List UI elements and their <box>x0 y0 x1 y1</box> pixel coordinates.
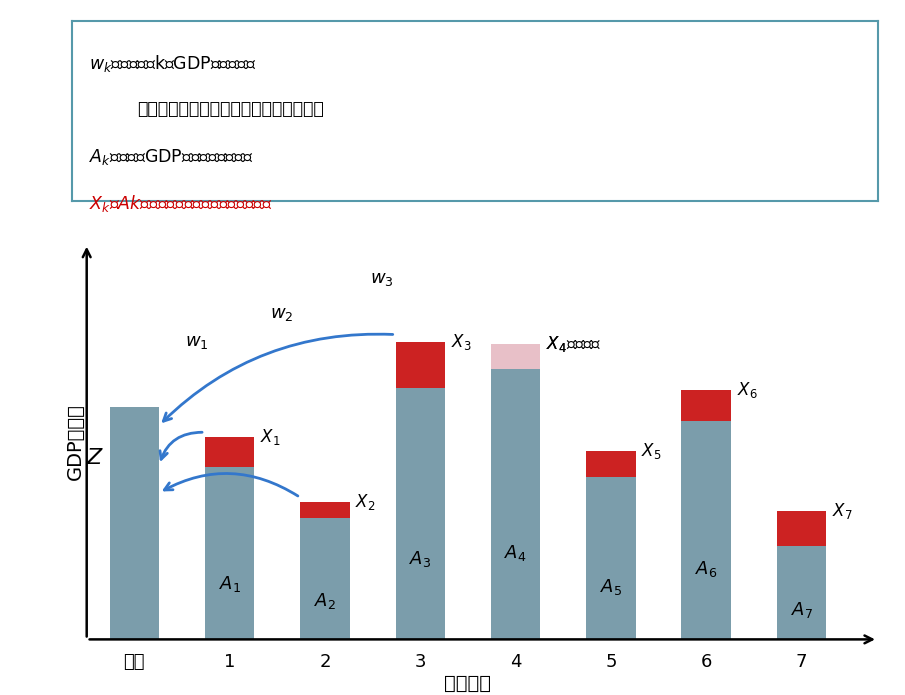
Text: $w_3$: $w_3$ <box>370 270 394 288</box>
Text: $A_k$：各国のGDP成長率（入力値）: $A_k$：各国のGDP成長率（入力値） <box>89 147 252 167</box>
Bar <box>300 518 349 639</box>
Text: 2: 2 <box>319 653 330 671</box>
Text: $A_1$: $A_1$ <box>219 574 241 594</box>
Text: $X_k$：Akを補正する変数（これを求める）: $X_k$：Akを補正する変数（これを求める） <box>89 193 272 215</box>
Text: $X_3$: $X_3$ <box>451 332 472 352</box>
Bar <box>205 437 254 467</box>
Bar <box>205 467 254 639</box>
Bar <box>491 344 540 370</box>
Text: $X_4$: $X_4$ <box>546 334 567 354</box>
Text: $X_2$: $X_2$ <box>356 492 376 512</box>
Bar <box>776 546 826 639</box>
Bar <box>300 502 349 518</box>
Text: 5: 5 <box>605 653 616 671</box>
Text: $A_3$: $A_3$ <box>409 549 432 569</box>
Text: 4: 4 <box>510 653 521 671</box>
Bar <box>586 451 635 477</box>
Text: $X_5$: $X_5$ <box>642 441 662 461</box>
Text: 主要各国: 主要各国 <box>444 674 491 694</box>
Bar <box>110 407 159 639</box>
Text: $X_7$: $X_7$ <box>832 501 853 521</box>
Text: $w_2$: $w_2$ <box>271 304 294 322</box>
Bar <box>681 391 731 420</box>
Text: $X_1$: $X_1$ <box>260 427 281 447</box>
Text: 3: 3 <box>414 653 426 671</box>
Bar <box>395 341 445 388</box>
Text: $A_2$: $A_2$ <box>314 591 336 611</box>
Text: 世界全体への寄与率（専門家の推定値）: 世界全体への寄与率（専門家の推定値） <box>137 100 324 118</box>
Text: GDP成長率: GDP成長率 <box>66 403 85 480</box>
Text: 7: 7 <box>795 653 807 671</box>
Text: $X_6$: $X_6$ <box>737 380 757 400</box>
Bar <box>586 477 635 639</box>
Bar <box>776 512 826 546</box>
Bar <box>491 370 540 639</box>
Text: $A_4$: $A_4$ <box>504 543 527 563</box>
Text: $w_1$: $w_1$ <box>185 332 208 350</box>
Text: $A_7$: $A_7$ <box>791 600 813 620</box>
Text: 6: 6 <box>700 653 712 671</box>
Text: $A_5$: $A_5$ <box>600 578 622 597</box>
Text: $X_4$（負値）: $X_4$（負値） <box>546 334 602 354</box>
Text: 世界: 世界 <box>124 653 145 671</box>
Text: $w_k$：主要各国kのGDP成長率から: $w_k$：主要各国kのGDP成長率から <box>89 54 255 74</box>
Bar <box>681 420 731 639</box>
Bar <box>395 388 445 639</box>
Text: 1: 1 <box>224 653 235 671</box>
Text: $Z$: $Z$ <box>86 448 104 468</box>
Text: $A_6$: $A_6$ <box>695 559 718 580</box>
